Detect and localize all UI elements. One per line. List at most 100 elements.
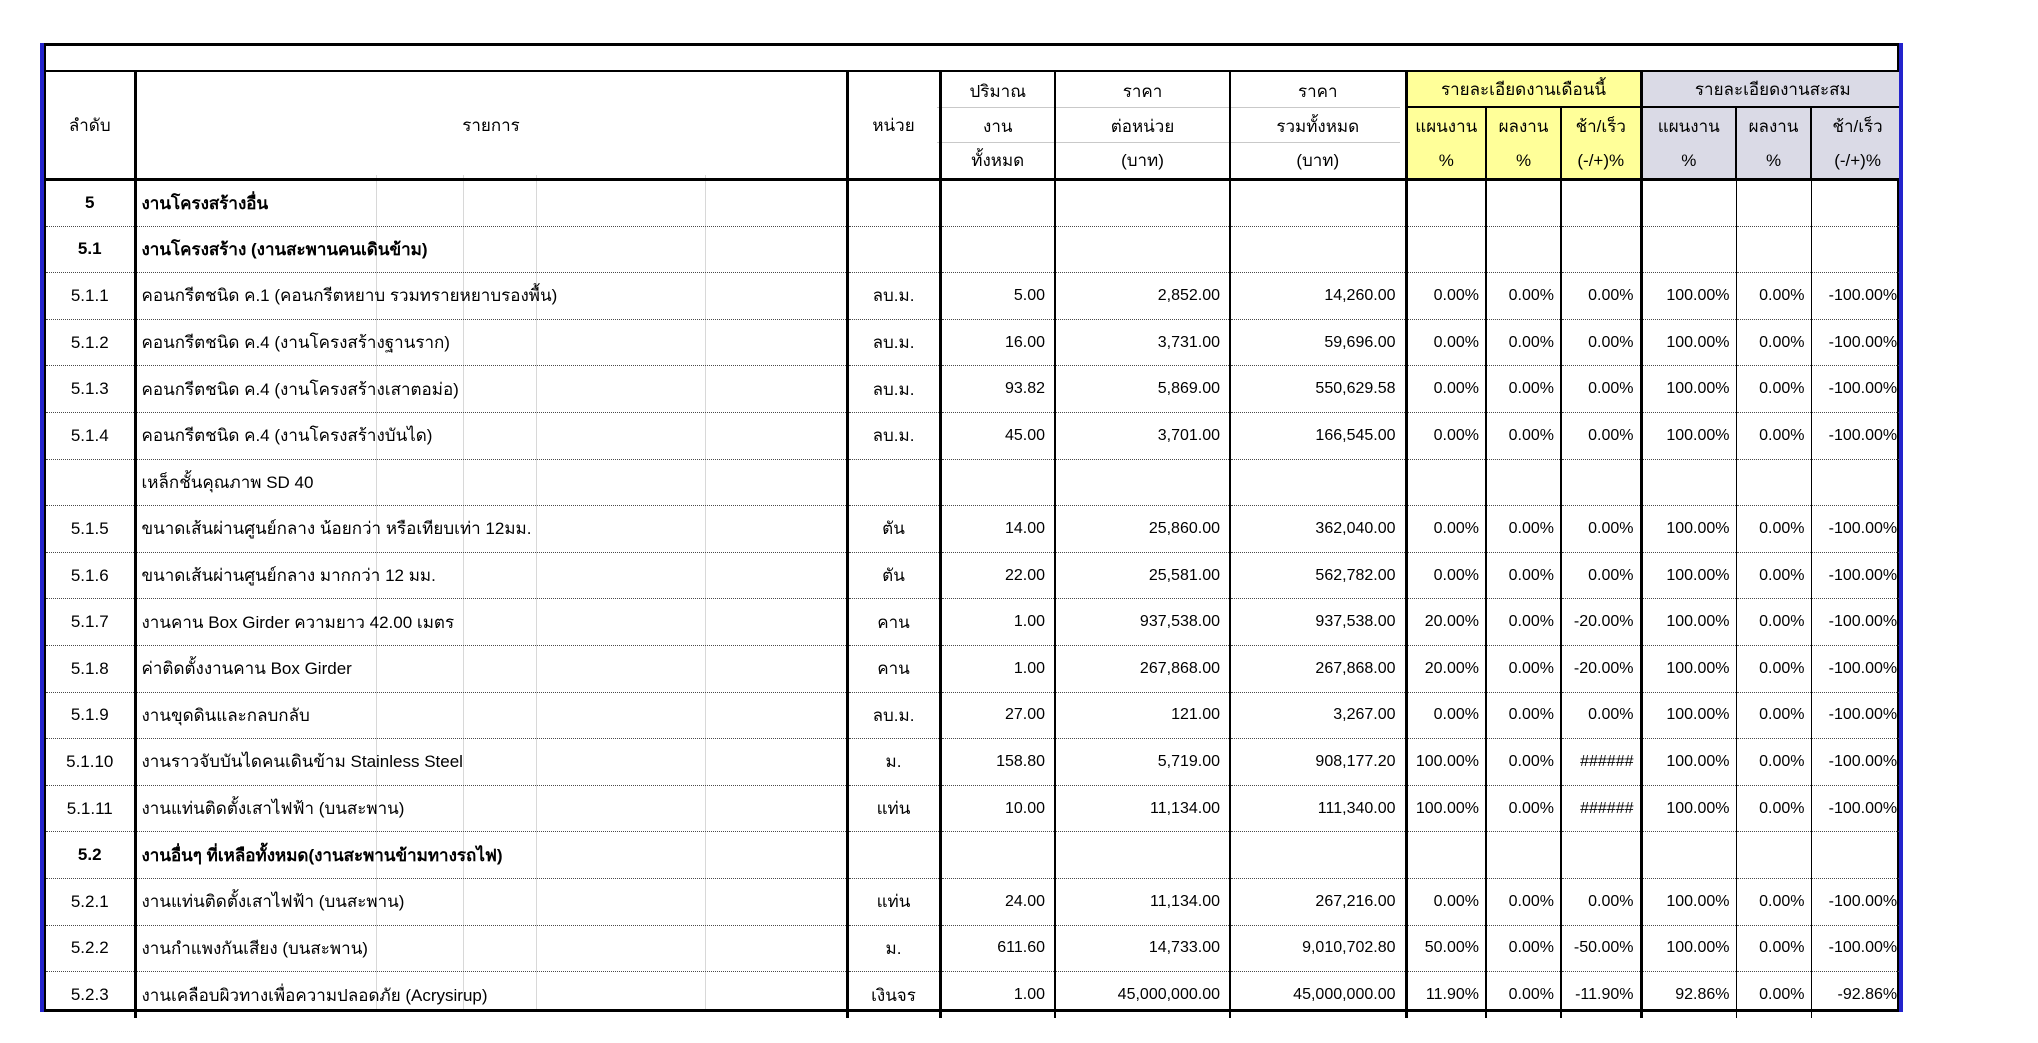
cell-unit-price[interactable]: 2,852.00 — [1055, 272, 1231, 320]
cell-unit[interactable]: ลบ.ม. — [847, 319, 942, 367]
header-unit[interactable]: หน่วย — [847, 71, 942, 181]
cell-item[interactable]: งานกำแพงกันเสียง (บนสะพาน) — [135, 925, 849, 973]
header-cumulative-section-title[interactable]: รายละเอียดงานสะสม — [1641, 71, 1904, 108]
cell-total-price[interactable]: 166,545.00 — [1230, 412, 1408, 460]
cell-no[interactable]: 5.1.4 — [46, 412, 137, 460]
cell-cumulative-diff[interactable]: -100.00% — [1811, 925, 1904, 973]
cell-cumulative-plan[interactable]: 100.00% — [1641, 365, 1737, 413]
cell-item[interactable]: งานโครงสร้างอื่น — [135, 179, 849, 227]
cell-total-price[interactable]: 14,260.00 — [1230, 272, 1408, 320]
cell-qty[interactable] — [940, 179, 1056, 227]
cell-cumulative-actual[interactable]: 0.00% — [1736, 505, 1812, 553]
cell-month-diff[interactable]: ###### — [1561, 785, 1643, 833]
cell-month-actual[interactable] — [1486, 831, 1562, 879]
cell-month-actual[interactable]: 0.00% — [1486, 272, 1562, 320]
cell-month-plan[interactable]: 0.00% — [1406, 319, 1487, 367]
cell-cumulative-plan[interactable]: 100.00% — [1641, 552, 1737, 600]
cell-cumulative-diff[interactable]: -100.00% — [1811, 598, 1904, 646]
cell-item[interactable]: คอนกรีตชนิด ค.4 (งานโครงสร้างเสาตอม่อ) — [135, 365, 849, 413]
cell-cumulative-actual[interactable] — [1736, 179, 1812, 227]
cell-qty[interactable] — [940, 226, 1056, 274]
cell-unit[interactable]: แท่น — [847, 878, 942, 926]
cell-month-diff[interactable] — [1561, 179, 1643, 227]
cell-month-diff[interactable] — [1561, 459, 1643, 507]
cell-month-actual[interactable]: 0.00% — [1486, 412, 1562, 460]
cell-cumulative-diff[interactable]: -100.00% — [1811, 738, 1904, 786]
cell-month-plan[interactable] — [1406, 459, 1487, 507]
cell-cumulative-diff[interactable]: -100.00% — [1811, 505, 1904, 553]
cell-item[interactable]: ขนาดเส้นผ่านศูนย์กลาง น้อยกว่า หรือเทียบ… — [135, 505, 849, 553]
cell-cumulative-actual[interactable]: 0.00% — [1736, 785, 1812, 833]
cell-item[interactable]: งานราวจับบันไดคนเดินข้าม Stainless Steel — [135, 738, 849, 786]
header-month-diff[interactable]: ช้า/เร็ว (-/+)% — [1561, 107, 1643, 181]
cell-no[interactable]: 5.1.7 — [46, 598, 137, 646]
cell-cumulative-plan[interactable]: 100.00% — [1641, 692, 1737, 740]
cell-total-price[interactable] — [1230, 831, 1408, 879]
cell-month-plan[interactable] — [1406, 831, 1487, 879]
cell-item[interactable]: งานแท่นติดตั้งเสาไฟฟ้า (บนสะพาน) — [135, 785, 849, 833]
cell-unit[interactable]: เงินจร — [847, 971, 942, 1019]
cell-unit[interactable]: ลบ.ม. — [847, 412, 942, 460]
cell-month-plan[interactable]: 50.00% — [1406, 925, 1487, 973]
cell-unit[interactable]: ลบ.ม. — [847, 365, 942, 413]
cell-cumulative-plan[interactable] — [1641, 179, 1737, 227]
cell-qty[interactable]: 611.60 — [940, 925, 1056, 973]
cell-cumulative-actual[interactable]: 0.00% — [1736, 272, 1812, 320]
cell-cumulative-diff[interactable] — [1811, 226, 1904, 274]
cell-unit[interactable] — [847, 226, 942, 274]
cell-item[interactable]: งานอื่นๆ ที่เหลือทั้งหมด(งานสะพานข้ามทาง… — [135, 831, 849, 879]
cell-month-plan[interactable]: 0.00% — [1406, 552, 1487, 600]
cell-qty[interactable]: 45.00 — [940, 412, 1056, 460]
cell-cumulative-actual[interactable]: 0.00% — [1736, 552, 1812, 600]
cell-unit-price[interactable] — [1055, 226, 1231, 274]
cell-no[interactable]: 5.2.1 — [46, 878, 137, 926]
cell-month-plan[interactable]: 0.00% — [1406, 365, 1487, 413]
cell-unit[interactable]: ลบ.ม. — [847, 272, 942, 320]
cell-item[interactable]: ค่าติดตั้งงานคาน Box Girder — [135, 645, 849, 693]
cell-month-actual[interactable]: 0.00% — [1486, 692, 1562, 740]
cell-month-actual[interactable]: 0.00% — [1486, 785, 1562, 833]
cell-total-price[interactable]: 111,340.00 — [1230, 785, 1408, 833]
cell-unit-price[interactable]: 3,701.00 — [1055, 412, 1231, 460]
header-cumulative-diff[interactable]: ช้า/เร็ว (-/+)% — [1811, 107, 1904, 181]
cell-total-price[interactable]: 59,696.00 — [1230, 319, 1408, 367]
cell-month-plan[interactable]: 0.00% — [1406, 272, 1487, 320]
cell-month-actual[interactable]: 0.00% — [1486, 878, 1562, 926]
cell-no[interactable]: 5.1.11 — [46, 785, 137, 833]
cell-cumulative-plan[interactable]: 100.00% — [1641, 645, 1737, 693]
cell-total-price[interactable]: 362,040.00 — [1230, 505, 1408, 553]
cell-month-plan[interactable]: 100.00% — [1406, 785, 1487, 833]
cell-unit-price[interactable]: 11,134.00 — [1055, 785, 1231, 833]
cell-qty[interactable]: 93.82 — [940, 365, 1056, 413]
header-no[interactable]: ลำดับ — [46, 71, 137, 181]
cell-month-actual[interactable]: 0.00% — [1486, 738, 1562, 786]
cell-item[interactable]: คอนกรีตชนิด ค.4 (งานโครงสร้างฐานราก) — [135, 319, 849, 367]
cell-cumulative-plan[interactable]: 100.00% — [1641, 272, 1737, 320]
header-cumulative-plan[interactable]: แผนงาน % — [1641, 107, 1737, 181]
cell-unit-price[interactable] — [1055, 459, 1231, 507]
cell-cumulative-diff[interactable]: -100.00% — [1811, 645, 1904, 693]
cell-unit[interactable]: ตัน — [847, 552, 942, 600]
cell-unit-price[interactable]: 11,134.00 — [1055, 878, 1231, 926]
cell-cumulative-plan[interactable]: 100.00% — [1641, 785, 1737, 833]
cell-cumulative-diff[interactable]: -100.00% — [1811, 319, 1904, 367]
cell-month-diff[interactable]: 0.00% — [1561, 878, 1643, 926]
cell-cumulative-plan[interactable] — [1641, 831, 1737, 879]
cell-total-price[interactable]: 267,216.00 — [1230, 878, 1408, 926]
cell-month-diff[interactable]: 0.00% — [1561, 505, 1643, 553]
cell-month-actual[interactable]: 0.00% — [1486, 505, 1562, 553]
cell-no[interactable]: 5.1.10 — [46, 738, 137, 786]
cell-cumulative-diff[interactable] — [1811, 179, 1904, 227]
cell-unit[interactable]: ตัน — [847, 505, 942, 553]
cell-month-plan[interactable] — [1406, 179, 1487, 227]
cell-month-plan[interactable]: 0.00% — [1406, 412, 1487, 460]
header-total-price[interactable]: ราคา รวมทั้งหมด (บาท) — [1230, 71, 1408, 181]
cell-month-diff[interactable]: 0.00% — [1561, 272, 1643, 320]
cell-item[interactable]: เหล็กชั้นคุณภาพ SD 40 — [135, 459, 849, 507]
cell-cumulative-diff[interactable]: -100.00% — [1811, 552, 1904, 600]
cell-cumulative-actual[interactable] — [1736, 459, 1812, 507]
cell-unit-price[interactable]: 25,581.00 — [1055, 552, 1231, 600]
cell-cumulative-plan[interactable]: 100.00% — [1641, 925, 1737, 973]
cell-item[interactable]: คอนกรีตชนิด ค.1 (คอนกรีตหยาบ รวมทรายหยาบ… — [135, 272, 849, 320]
cell-cumulative-actual[interactable]: 0.00% — [1736, 645, 1812, 693]
